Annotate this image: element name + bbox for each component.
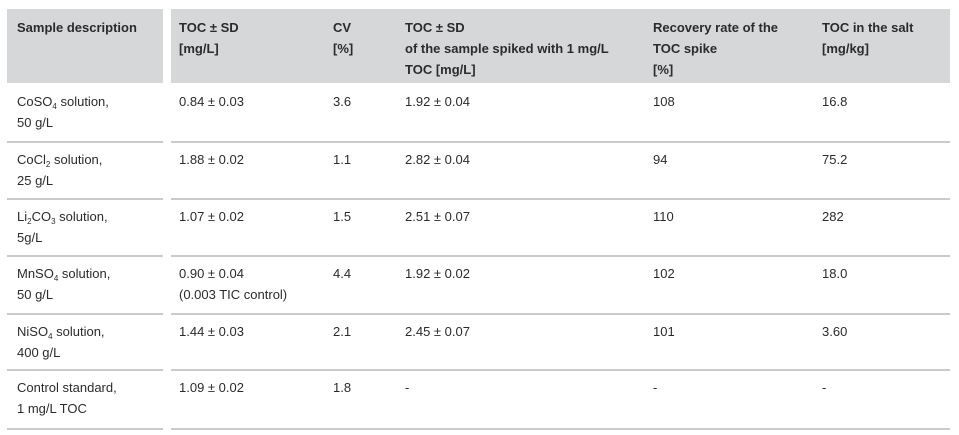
- table-cell-recovery: -: [653, 380, 658, 395]
- table-cell-toc: 1.44 ± 0.03: [179, 324, 244, 339]
- table-cell-toc: 0.90 ± 0.04 (0.003 TIC control): [179, 266, 288, 302]
- table-cell-recovery: 108: [653, 94, 675, 109]
- table-cell-cv: 1.5: [333, 209, 352, 224]
- table-cell-salt: 282: [822, 209, 844, 224]
- table-row-description: NiSO4 solution, 400 g/L: [17, 324, 105, 360]
- header-recovery-rate: Recovery rate of the TOC spike [%]: [653, 20, 778, 77]
- table-cell-spiked: 1.92 ± 0.02: [405, 266, 470, 281]
- table-cell-spiked: 2.51 ± 0.07: [405, 209, 470, 224]
- table-row-description: Li2CO3 solution, 5g/L: [17, 209, 108, 245]
- table-cell-toc: 1.09 ± 0.02: [179, 380, 244, 395]
- table-cell-recovery: 101: [653, 324, 675, 339]
- header-spiked-toc: TOC ± SD of the sample spiked with 1 mg/…: [405, 20, 609, 77]
- row-divider: [171, 141, 950, 143]
- table-cell-salt: -: [822, 380, 827, 395]
- table-row-description: Control standard, 1 mg/L TOC: [17, 380, 117, 416]
- table-cell-salt: 3.60: [822, 324, 848, 339]
- table-cell-toc: 1.07 ± 0.02: [179, 209, 244, 224]
- row-divider: [171, 369, 950, 371]
- header-sample-description: Sample description: [17, 20, 137, 35]
- row-divider: [171, 255, 950, 257]
- row-divider: [7, 255, 163, 257]
- table-cell-recovery: 110: [653, 209, 674, 224]
- table-cell-recovery: 102: [653, 266, 675, 281]
- table-cell-cv: 3.6: [333, 94, 352, 109]
- row-divider: [7, 313, 163, 315]
- table-cell-spiked: 1.92 ± 0.04: [405, 94, 470, 109]
- table-row-description: CoSO4 solution, 50 g/L: [17, 94, 109, 130]
- table-cell-spiked: 2.45 ± 0.07: [405, 324, 470, 339]
- table-cell-cv: 2.1: [333, 324, 352, 339]
- table-bottom-border: [171, 428, 950, 430]
- table-cell-recovery: 94: [653, 152, 668, 167]
- row-divider: [7, 369, 163, 371]
- table-row-description: CoCl2 solution, 25 g/L: [17, 152, 103, 188]
- row-divider: [7, 198, 163, 200]
- table-cell-toc: 0.84 ± 0.03: [179, 94, 244, 109]
- header-background-right: [171, 9, 950, 83]
- table-row-description: MnSO4 solution, 50 g/L: [17, 266, 111, 302]
- row-divider: [7, 141, 163, 143]
- header-toc-sd: TOC ± SD [mg/L]: [179, 20, 239, 56]
- table-cell-spiked: -: [405, 380, 410, 395]
- table-cell-salt: 16.8: [822, 94, 848, 109]
- header-background-left: [7, 9, 163, 83]
- table-cell-cv: 1.1: [333, 152, 352, 167]
- row-divider: [171, 313, 950, 315]
- table-cell-cv: 4.4: [333, 266, 352, 281]
- table-cell-cv: 1.8: [333, 380, 352, 395]
- table-bottom-border: [7, 428, 163, 430]
- table-cell-salt: 75.2: [822, 152, 848, 167]
- row-divider: [171, 198, 950, 200]
- header-cv: CV [%]: [333, 20, 354, 56]
- table-cell-spiked: 2.82 ± 0.04: [405, 152, 470, 167]
- table-cell-salt: 18.0: [822, 266, 848, 281]
- table-cell-toc: 1.88 ± 0.02: [179, 152, 244, 167]
- header-toc-in-salt: TOC in the salt [mg/kg]: [822, 20, 914, 56]
